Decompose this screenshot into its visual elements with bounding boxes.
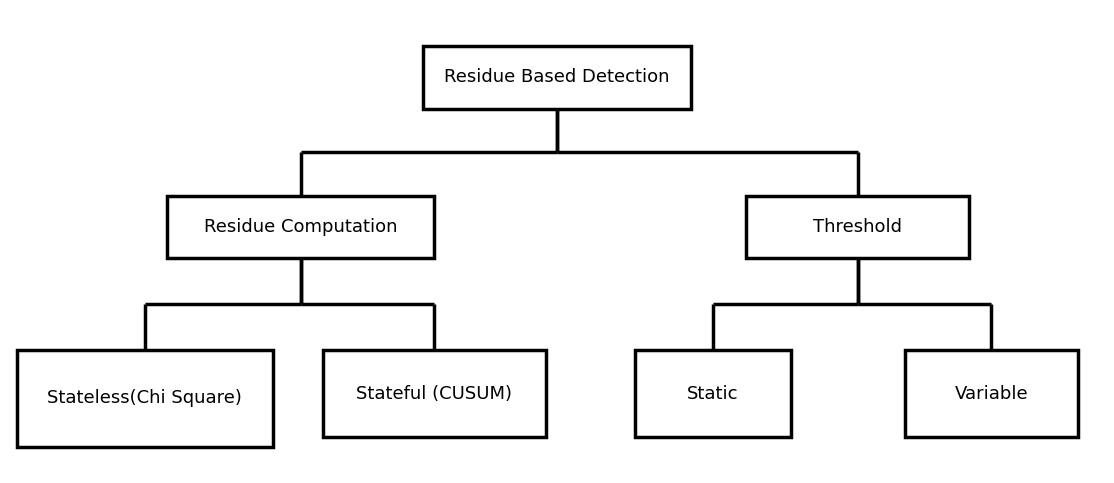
Bar [746,196,969,258]
Bar [17,350,273,447]
Bar [905,350,1078,437]
Text: Threshold: Threshold [813,218,902,236]
Text: Variable: Variable [955,384,1028,403]
Bar [423,46,691,109]
Bar [635,350,791,437]
Text: Residue Based Detection: Residue Based Detection [444,68,670,86]
Bar [323,350,546,437]
Text: Residue Computation: Residue Computation [204,218,398,236]
Text: Static: Static [687,384,739,403]
Bar [167,196,434,258]
Text: Stateless(Chi Square): Stateless(Chi Square) [48,389,242,408]
Text: Stateful (CUSUM): Stateful (CUSUM) [356,384,512,403]
